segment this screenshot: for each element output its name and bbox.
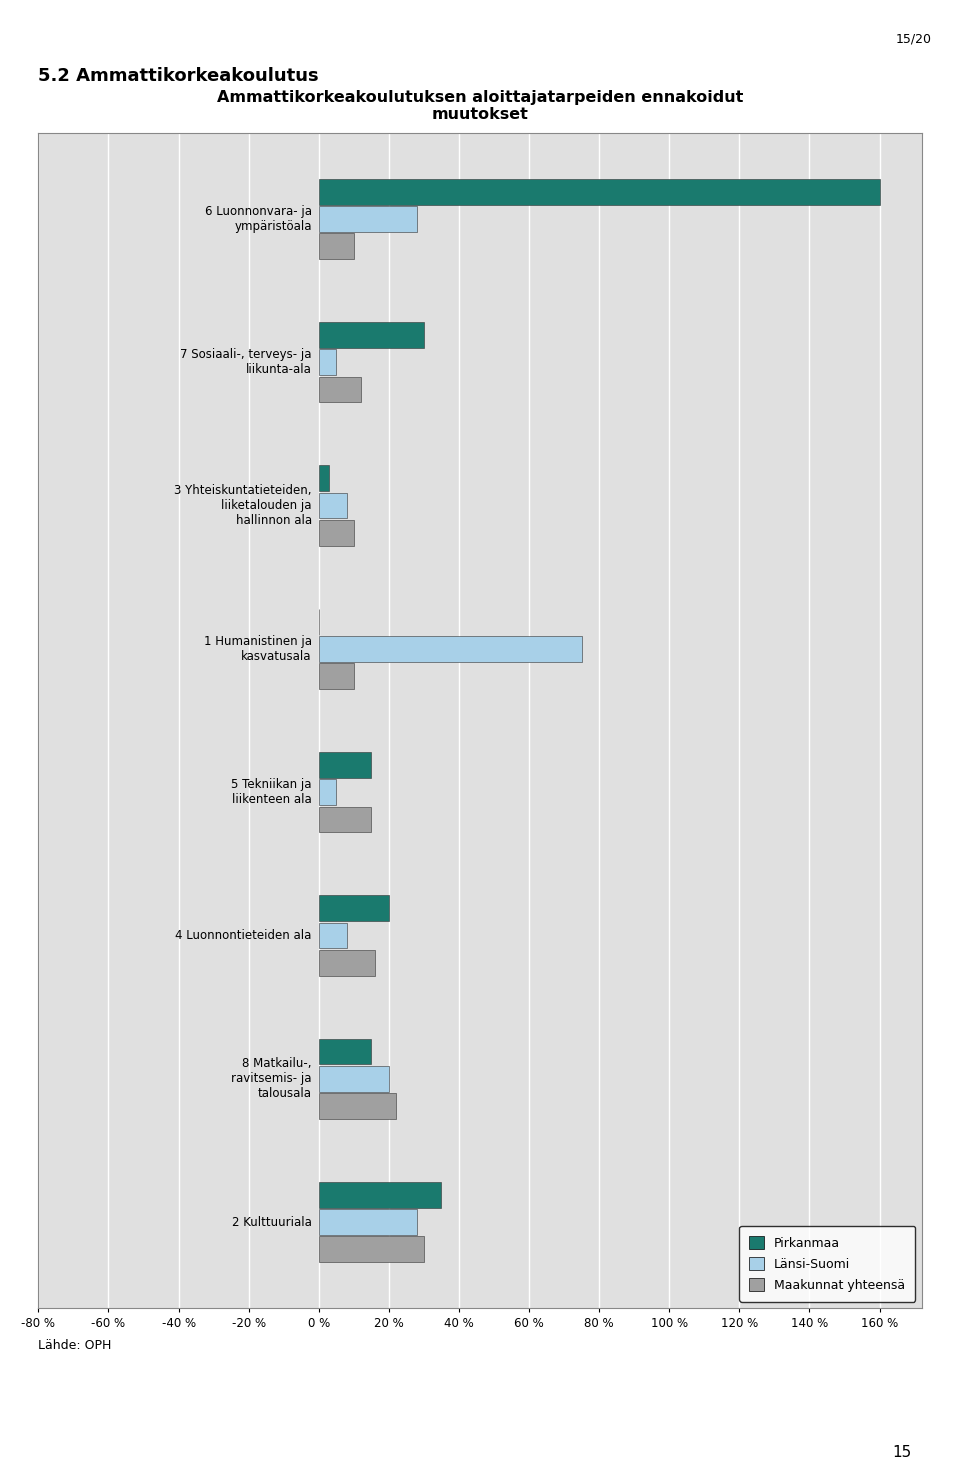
Text: 7 Sosiaali-, terveys- ja
liikunta-ala: 7 Sosiaali-, terveys- ja liikunta-ala xyxy=(180,349,312,377)
Text: 5 Tekniikan ja
liikenteen ala: 5 Tekniikan ja liikenteen ala xyxy=(231,779,312,806)
Bar xyxy=(319,1039,372,1064)
Text: 6 Luonnonvara- ja
ympäristöala: 6 Luonnonvara- ja ympäristöala xyxy=(204,205,312,234)
Bar xyxy=(319,492,347,519)
Text: Lähde: OPH: Lähde: OPH xyxy=(38,1339,111,1352)
Text: 1 Humanistinen ja
kasvatusala: 1 Humanistinen ja kasvatusala xyxy=(204,636,312,662)
Bar xyxy=(319,205,417,232)
Bar xyxy=(319,779,336,806)
Text: 15: 15 xyxy=(893,1445,912,1460)
Bar xyxy=(319,1237,424,1262)
Bar xyxy=(319,664,354,689)
Bar xyxy=(319,1066,389,1092)
Bar xyxy=(319,179,879,204)
Bar xyxy=(319,896,389,921)
Bar xyxy=(319,950,374,975)
Text: 4 Luonnontieteiden ala: 4 Luonnontieteiden ala xyxy=(176,930,312,941)
Bar xyxy=(319,466,329,491)
Text: 5.2 Ammattikorkeakoulutus: 5.2 Ammattikorkeakoulutus xyxy=(38,67,319,84)
Bar xyxy=(319,1209,417,1236)
Text: 2 Kulttuuriala: 2 Kulttuuriala xyxy=(232,1215,312,1228)
Bar xyxy=(319,234,354,259)
Bar xyxy=(319,1094,396,1119)
Bar xyxy=(319,636,582,662)
Bar xyxy=(319,377,361,402)
Bar xyxy=(319,922,347,949)
Bar xyxy=(319,752,372,777)
Title: Ammattikorkeakoulutuksen aloittajatarpeiden ennakoidut
muutokset: Ammattikorkeakoulutuksen aloittajatarpei… xyxy=(217,90,743,123)
Bar xyxy=(319,322,424,347)
Text: 3 Yhteiskuntatieteiden,
liiketalouden ja
hallinnon ala: 3 Yhteiskuntatieteiden, liiketalouden ja… xyxy=(175,485,312,528)
Bar xyxy=(319,349,336,375)
Text: 8 Matkailu-,
ravitsemis- ja
talousala: 8 Matkailu-, ravitsemis- ja talousala xyxy=(231,1057,312,1100)
Legend: Pirkanmaa, Länsi-Suomi, Maakunnat yhteensä: Pirkanmaa, Länsi-Suomi, Maakunnat yhteen… xyxy=(739,1225,915,1302)
Bar xyxy=(319,807,372,832)
Bar xyxy=(319,520,354,545)
Bar xyxy=(319,1182,442,1208)
Text: 15/20: 15/20 xyxy=(895,33,931,46)
